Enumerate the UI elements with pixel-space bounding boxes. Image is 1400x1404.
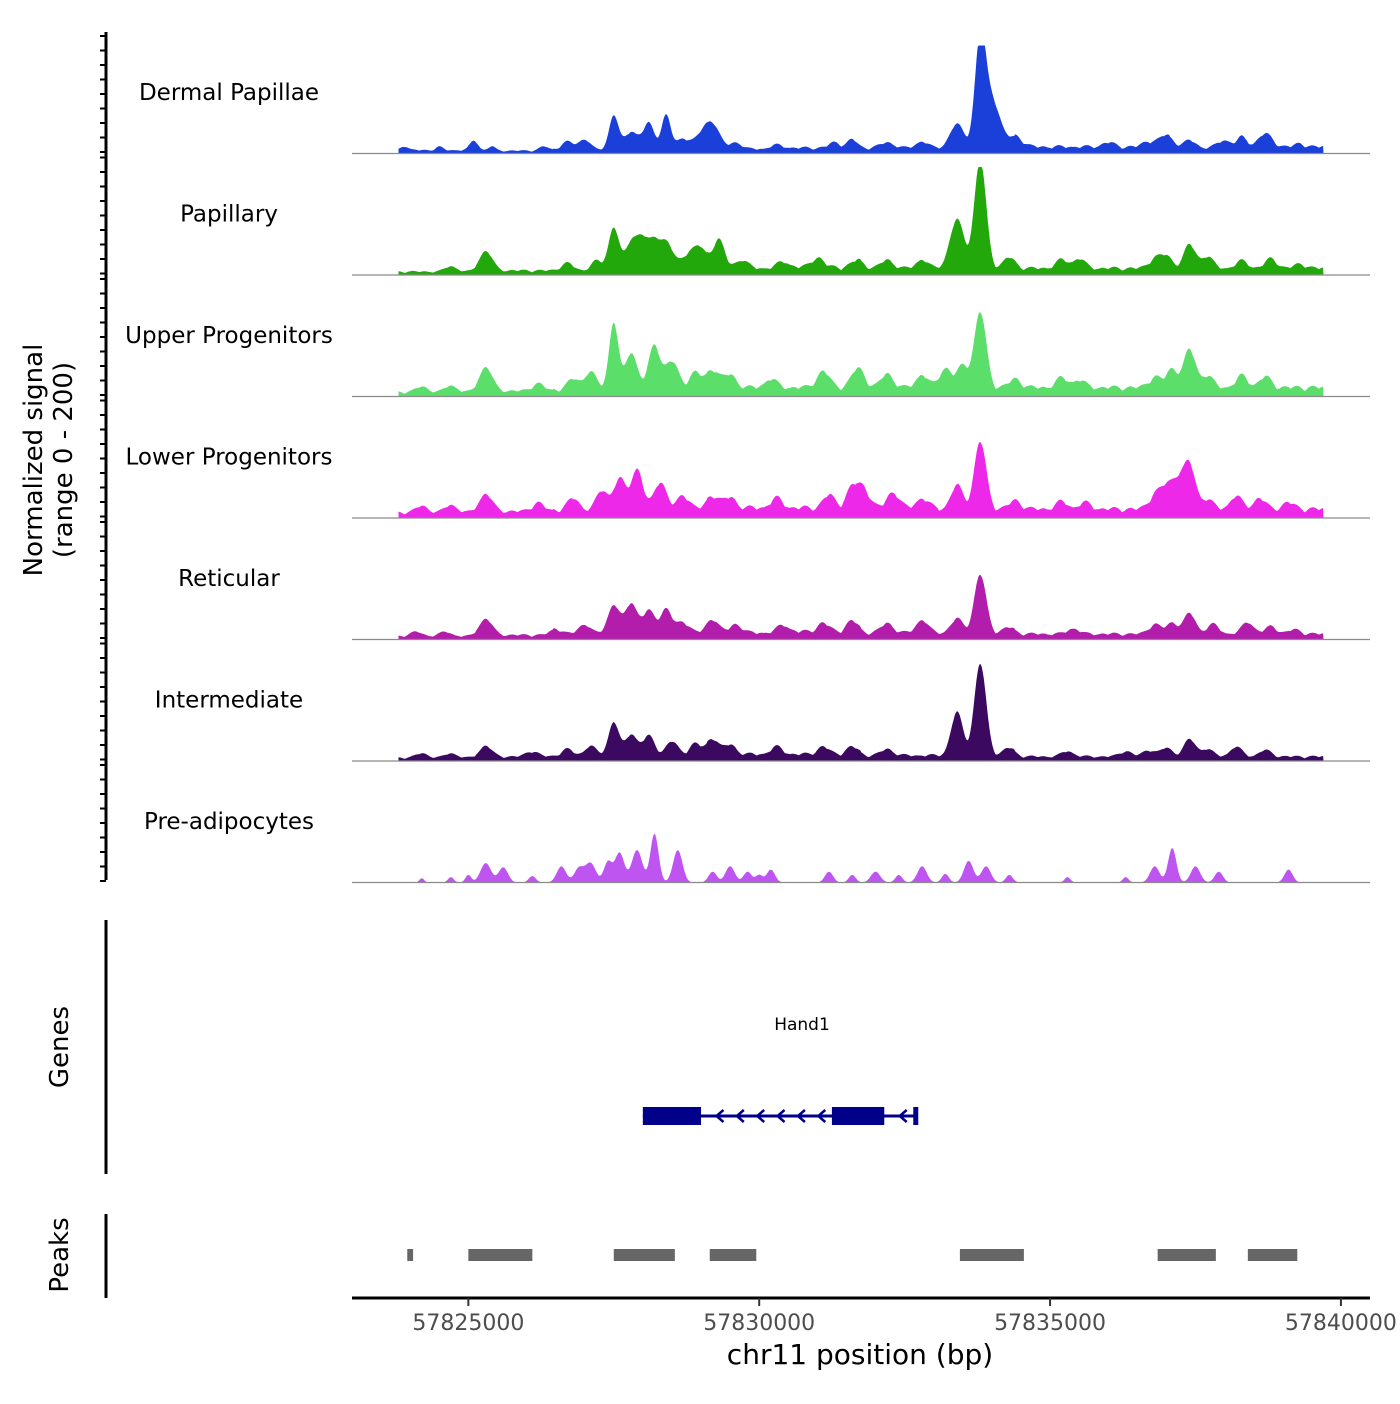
gene-model-hand1 [642, 1107, 919, 1125]
gene-exon [831, 1107, 885, 1125]
y-axis-title-line2: (range 0 - 200) [49, 362, 79, 558]
peak-region [709, 1249, 757, 1261]
gene-tss-mark [913, 1107, 919, 1125]
x-tick-label: 57835000 [994, 1311, 1106, 1336]
signal-area-reticular [398, 574, 1324, 640]
signal-area-pre-adipocytes [410, 833, 1301, 883]
track-label-pre-adipocytes: Pre-adipocytes [144, 809, 314, 835]
track-label-intermediate: Intermediate [155, 688, 303, 714]
signal-area-papillary [398, 167, 1324, 275]
signal-area-dermal-papillae [398, 45, 1324, 154]
track-reticular: Reticular [178, 566, 1370, 641]
gene-name-label: Hand1 [774, 1015, 830, 1035]
peak-region [613, 1249, 675, 1261]
track-label-lower-progenitors: Lower Progenitors [126, 445, 333, 471]
genes-track: Genes Hand1 [45, 920, 919, 1174]
gene-strand-arrow [816, 1109, 827, 1123]
gene-strand-arrow [795, 1109, 806, 1123]
signal-area-intermediate [398, 664, 1324, 761]
gene-strand-arrow [897, 1109, 908, 1123]
genes-track-label: Genes [45, 1006, 75, 1088]
peak-region [407, 1249, 414, 1261]
gene-exon [642, 1107, 702, 1125]
peak-region [468, 1249, 533, 1261]
gene-strand-arrow [755, 1109, 766, 1123]
track-label-upper-progenitors: Upper Progenitors [125, 323, 333, 349]
track-papillary: Papillary [180, 167, 1370, 276]
x-axis-title: chr11 position (bp) [727, 1338, 993, 1371]
peak-region [1247, 1249, 1298, 1261]
track-lower-progenitors: Lower Progenitors [126, 441, 1370, 519]
coverage-y-ticks [100, 35, 106, 882]
peak-region [959, 1249, 1024, 1261]
x-axis: 57825000 57830000 57835000 57840000 chr11 p… [352, 1296, 1397, 1371]
peaks-track-label: Peaks [45, 1217, 75, 1292]
signal-area-upper-progenitors [398, 312, 1324, 397]
coverage-tracks: Dermal Papillae Papillary Upper Progenitor… [125, 45, 1370, 884]
track-label-papillary: Papillary [180, 202, 278, 228]
track-upper-progenitors: Upper Progenitors [125, 312, 1370, 398]
gene-strand-arrow [775, 1109, 786, 1123]
x-tick-label: 57825000 [412, 1311, 524, 1336]
track-label-reticular: Reticular [178, 566, 280, 592]
y-axis-title-line1: Normalized signal [19, 344, 49, 577]
track-dermal-papillae: Dermal Papillae [139, 45, 1370, 155]
gene-strand-arrow [734, 1109, 745, 1123]
track-intermediate: Intermediate [155, 664, 1370, 762]
x-tick-label: 57840000 [1285, 1311, 1397, 1336]
peak-regions [407, 1249, 1298, 1261]
gene-strand-arrow [714, 1109, 725, 1123]
peak-region [1157, 1249, 1216, 1261]
x-axis-ticks: 57825000 57830000 57835000 57840000 [412, 1298, 1397, 1336]
y-axis-title: Normalized signal (range 0 - 200) [19, 344, 79, 577]
signal-area-lower-progenitors [398, 441, 1324, 518]
x-tick-label: 57830000 [703, 1311, 815, 1336]
peaks-track: Peaks [45, 1214, 1298, 1298]
track-label-dermal-papillae: Dermal Papillae [139, 80, 319, 106]
track-pre-adipocytes: Pre-adipocytes [144, 809, 1370, 884]
